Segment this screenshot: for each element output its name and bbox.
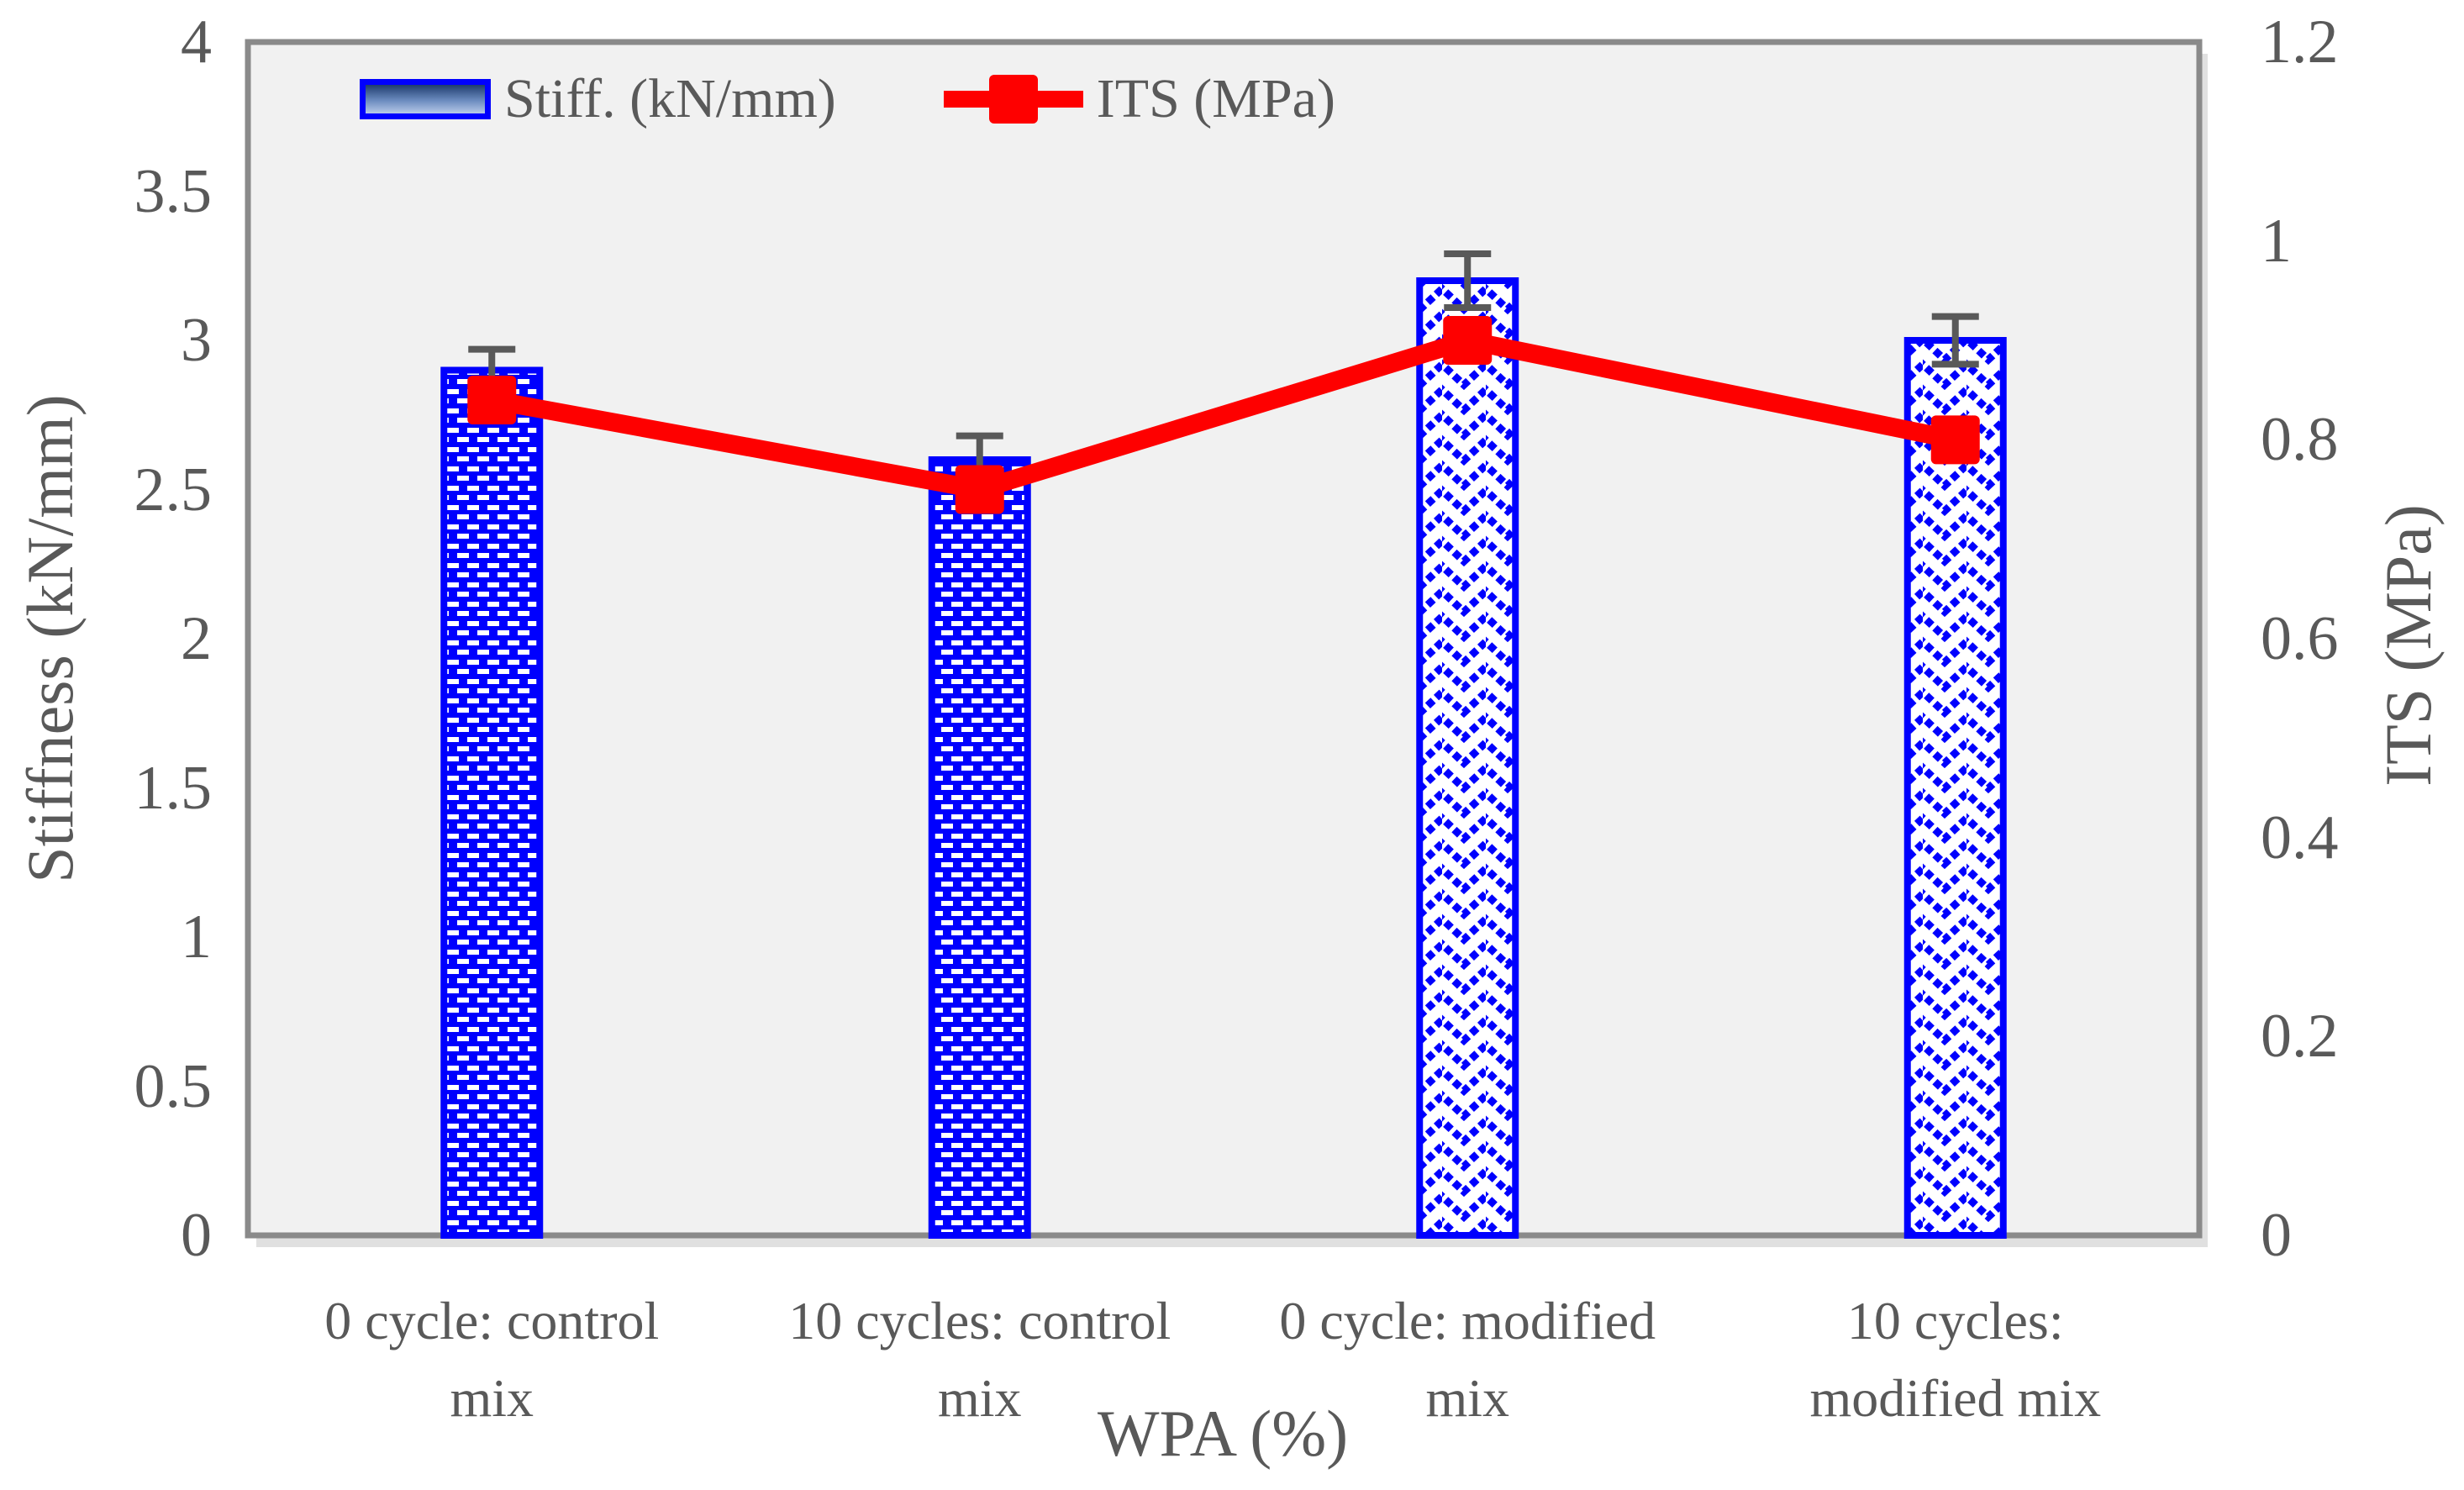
stiffness-bar (928, 456, 1031, 1239)
right-tick-label: 0.8 (2261, 405, 2339, 475)
its-marker (1930, 415, 1980, 465)
category-label: 0 cycle: control mix (324, 1291, 660, 1428)
stiffness-bar (1416, 277, 1519, 1239)
legend: Stiff. (kN/mm) ITS (MPa) (360, 67, 1335, 131)
stiffness-bar (440, 366, 544, 1239)
its-marker (467, 376, 517, 424)
left-tick-label: 1 (181, 903, 212, 971)
legend-item-stiffness: Stiff. (kN/mm) (360, 67, 836, 131)
left-tick-label: 2 (181, 604, 212, 673)
left-axis-title: Stiffness (kN/mm) (13, 394, 87, 883)
stiffness-bar-swatch-icon (360, 79, 491, 119)
right-tick-label: 1 (2261, 206, 2292, 276)
left-tick-label: 3.5 (134, 156, 213, 226)
x-axis-title: WPA (%) (1097, 1397, 1349, 1470)
legend-label-stiffness: Stiff. (kN/mm) (504, 68, 836, 129)
plot-area (245, 39, 2203, 1239)
right-axis-title: ITS (MPa) (2372, 504, 2445, 787)
left-tick-label: 0.5 (134, 1051, 213, 1121)
right-tick-label: 1.2 (2261, 8, 2339, 76)
right-tick-label: 0 (2261, 1201, 2292, 1270)
its-line-marker-icon (943, 74, 1083, 124)
stiffness-bar (1903, 337, 2007, 1239)
error-bar (1444, 250, 1492, 311)
left-tick-label: 1.5 (134, 753, 213, 823)
its-line (490, 330, 1957, 499)
left-tick-label: 0 (181, 1201, 212, 1270)
right-tick-label: 0.2 (2261, 1002, 2339, 1071)
its-marker (955, 465, 1004, 514)
category-label: 10 cycles: modified mix (1809, 1291, 2102, 1428)
error-bar (1931, 313, 1979, 368)
legend-item-its: ITS (MPa) (943, 67, 1335, 131)
left-tick-label: 3 (181, 306, 212, 375)
right-tick-label: 0.6 (2261, 604, 2339, 673)
right-tick-label: 0.4 (2261, 803, 2339, 872)
its-marker (1443, 316, 1493, 365)
left-tick-label: 4 (181, 8, 212, 76)
legend-label-its: ITS (MPa) (1096, 68, 1335, 129)
category-label: 0 cycle: modified mix (1279, 1291, 1656, 1428)
category-label: 10 cycles: control mix (788, 1291, 1171, 1428)
left-tick-label: 2.5 (134, 455, 213, 524)
